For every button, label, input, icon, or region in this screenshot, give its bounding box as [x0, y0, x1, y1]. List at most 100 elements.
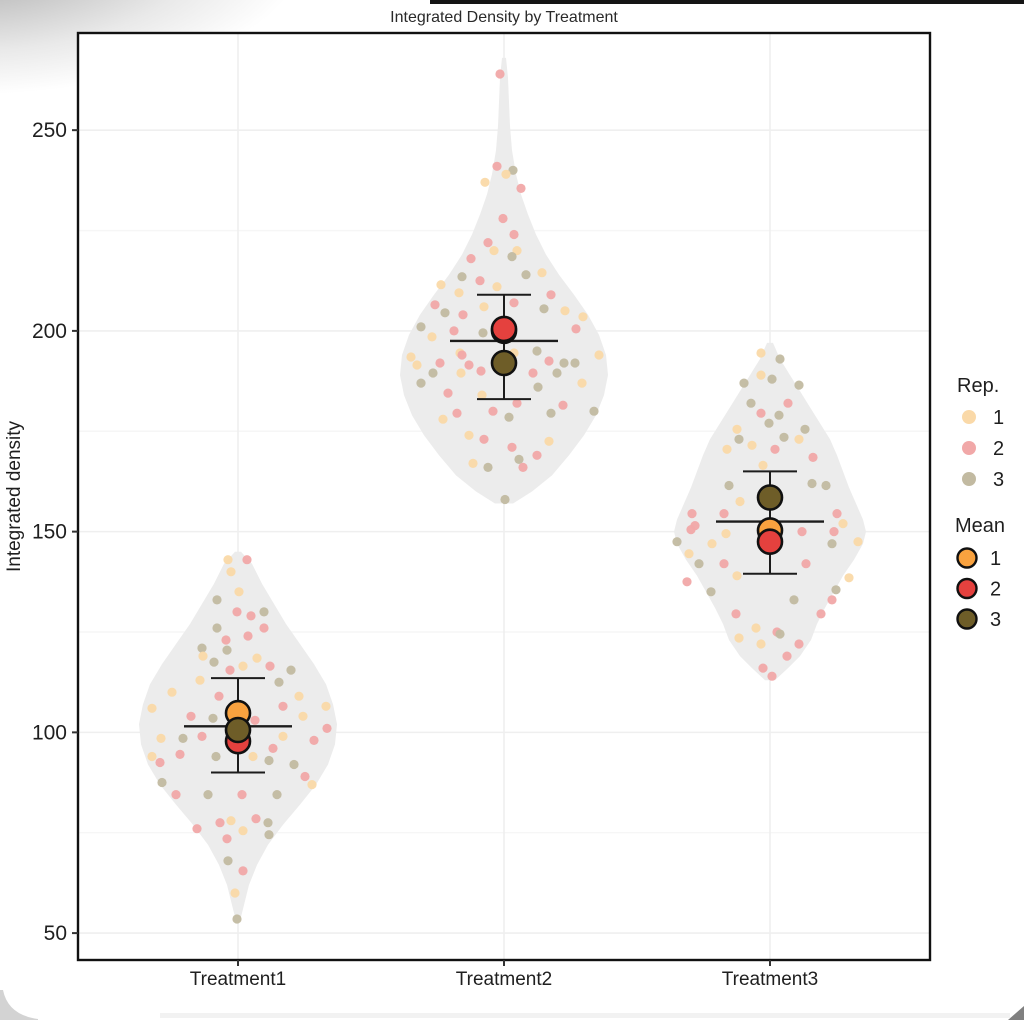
legend-mean-label: 3 [990, 609, 1001, 631]
jitter-point [578, 312, 588, 322]
jitter-point [478, 328, 488, 338]
x-tick-label: Treatment2 [456, 969, 552, 990]
jitter-point [475, 276, 485, 286]
jitter-point [782, 651, 792, 661]
jitter-point [264, 755, 274, 766]
legend-rep-swatch [962, 441, 976, 455]
jitter-point [521, 270, 531, 280]
jitter-point [770, 444, 780, 454]
jitter-point [500, 494, 510, 505]
jitter-point [147, 751, 157, 762]
jitter-point [489, 246, 499, 256]
jitter-point [827, 539, 837, 549]
jitter-point [558, 400, 568, 410]
jitter-point [171, 790, 181, 800]
jitter-point [195, 675, 205, 685]
jitter-point [694, 559, 704, 569]
legend-rep-label: 1 [993, 407, 1004, 429]
jitter-point [203, 790, 213, 800]
jitter-point [832, 508, 842, 519]
jitter-point [707, 539, 717, 549]
jitter-point [537, 268, 547, 278]
jitter-point [844, 573, 854, 583]
jitter-point [560, 306, 570, 316]
jitter-point [816, 609, 826, 619]
jitter-point [794, 434, 804, 444]
jitter-point [322, 723, 332, 734]
jitter-point [570, 358, 580, 368]
legend-mean-label: 1 [990, 548, 1001, 570]
jitter-point [789, 595, 799, 605]
jitter-point [238, 826, 248, 836]
jitter-point [518, 462, 528, 472]
jitter-point [466, 254, 476, 264]
jitter-point [779, 432, 789, 442]
jitter-point [215, 818, 225, 828]
jitter-point [242, 555, 252, 565]
jitter-point [746, 398, 756, 408]
jitter-point [821, 480, 831, 491]
jitter-point [265, 661, 275, 671]
jitter-point [428, 368, 438, 378]
jitter-point [250, 715, 260, 725]
y-tick-label: 100 [32, 721, 67, 744]
bottom-left-corner-shadow [0, 990, 38, 1020]
jitter-point [794, 380, 804, 390]
jitter-point [237, 790, 247, 800]
legend-mean-swatch [956, 547, 978, 569]
jitter-point [801, 559, 811, 569]
jitter-point [263, 818, 273, 828]
legend-mean-title: Mean [955, 515, 1005, 537]
jitter-point [498, 213, 508, 224]
jitter-point [577, 378, 587, 388]
jitter-point [212, 623, 222, 633]
jitter-point [230, 888, 240, 898]
jitter-point [508, 165, 518, 175]
jitter-point [724, 480, 734, 491]
jitter-point [672, 537, 682, 547]
jitter-point [532, 450, 542, 460]
jitter-point [232, 914, 242, 924]
jitter-point [783, 398, 793, 408]
jitter-point [492, 282, 502, 292]
jitter-point [546, 408, 556, 418]
jitter-point [552, 368, 562, 378]
jitter-point [838, 519, 848, 529]
jitter-point [456, 368, 466, 378]
jitter-point [800, 424, 810, 434]
jitter-point [734, 434, 744, 444]
jitter-point [259, 607, 269, 617]
jitter-point [175, 749, 185, 760]
legend-mean-swatch [956, 577, 978, 600]
jitter-point [507, 252, 517, 262]
jitter-point [225, 665, 235, 675]
jitter-point [512, 398, 522, 408]
jitter-point [197, 643, 207, 653]
jitter-point [286, 665, 296, 675]
jitter-point [274, 677, 284, 687]
jitter-point [544, 436, 554, 446]
jitter-point [464, 360, 474, 370]
jitter-point [156, 733, 166, 744]
jitter-point [155, 757, 165, 768]
jitter-point [468, 458, 478, 468]
jitter-point [416, 322, 426, 332]
y-tick-label: 150 [32, 521, 67, 544]
jitter-point [157, 777, 167, 788]
jitter-point [731, 609, 741, 619]
jitter-point [298, 711, 308, 721]
jitter-point [559, 358, 569, 368]
jitter-point [252, 653, 262, 663]
jitter-point [427, 332, 437, 342]
jitter-point [223, 555, 233, 565]
jitter-point [533, 382, 543, 392]
jitter-point [853, 537, 863, 547]
jitter-point [435, 358, 445, 368]
jitter-point [208, 713, 218, 723]
x-tick-label: Treatment3 [722, 969, 818, 990]
jitter-point [211, 751, 221, 762]
jitter-point [416, 378, 426, 388]
jitter-point [440, 308, 450, 318]
jitter-point [808, 452, 818, 462]
jitter-point [509, 298, 519, 308]
